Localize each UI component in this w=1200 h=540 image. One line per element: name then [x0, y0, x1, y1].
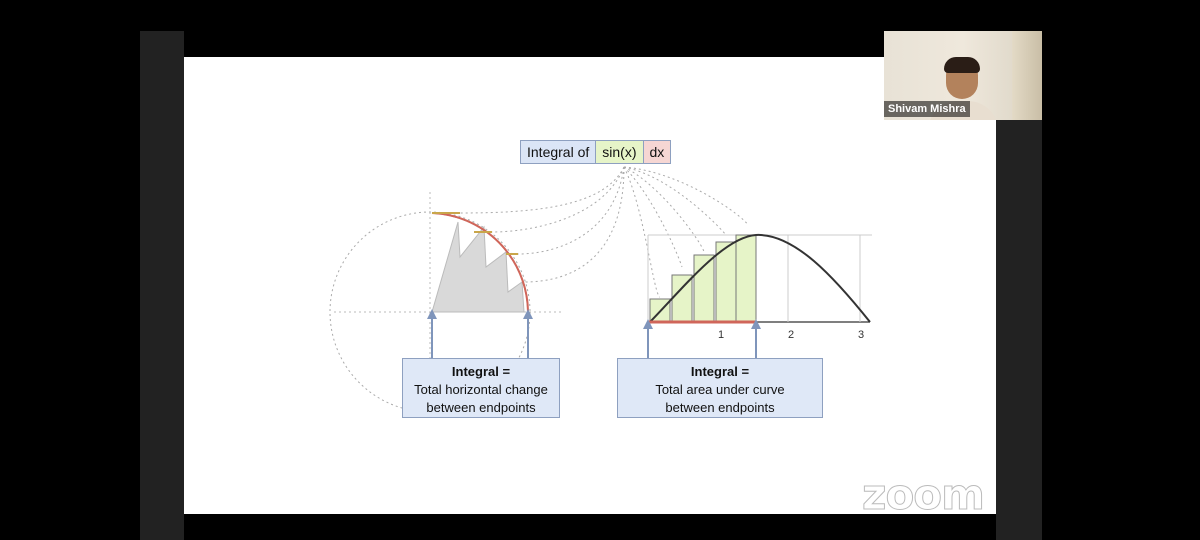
left-side-panel — [140, 31, 184, 540]
integral-title: Integral of sin(x) dx — [520, 140, 672, 164]
sine-curve — [649, 233, 871, 323]
right-caption: Integral = Total area under curve betwee… — [617, 358, 823, 418]
arrowhead — [751, 319, 761, 329]
zoom-logo: zoom — [862, 470, 986, 520]
sawtooth-shape — [431, 221, 525, 313]
right-caption-line2: between endpoints — [665, 400, 775, 415]
right-caption-line1: Total area under curve — [655, 382, 785, 397]
background-curtain — [1012, 31, 1042, 120]
slide-diagram: 1 2 3 — [329, 166, 872, 413]
title-function: sin(x) — [596, 140, 644, 164]
arrowhead — [643, 319, 653, 329]
arc-segments — [431, 212, 529, 313]
shared-slide: 1 2 3 Integral of sin(x) dx Integral = T… — [184, 57, 996, 514]
title-differential: dx — [643, 140, 672, 164]
tick-label: 3 — [858, 329, 864, 341]
right-caption-heading: Integral = — [690, 364, 750, 379]
tick-label: 1 — [718, 329, 724, 341]
arrowhead — [427, 309, 437, 319]
participant-hair — [944, 57, 980, 73]
riemann-bar — [735, 234, 757, 323]
participant-name-tag: Shivam Mishra — [884, 101, 970, 117]
left-caption: Integral = Total horizontal change betwe… — [402, 358, 560, 418]
participant-video-tile[interactable]: Shivam Mishra — [884, 31, 1042, 120]
tick-label: 2 — [788, 329, 794, 341]
left-caption-line1: Total horizontal change — [414, 382, 548, 397]
title-integral-of: Integral of — [520, 140, 597, 164]
arrowhead — [523, 309, 533, 319]
left-caption-line2: between endpoints — [426, 400, 536, 415]
left-caption-heading: Integral = — [451, 364, 511, 379]
connector-lines — [459, 166, 749, 298]
